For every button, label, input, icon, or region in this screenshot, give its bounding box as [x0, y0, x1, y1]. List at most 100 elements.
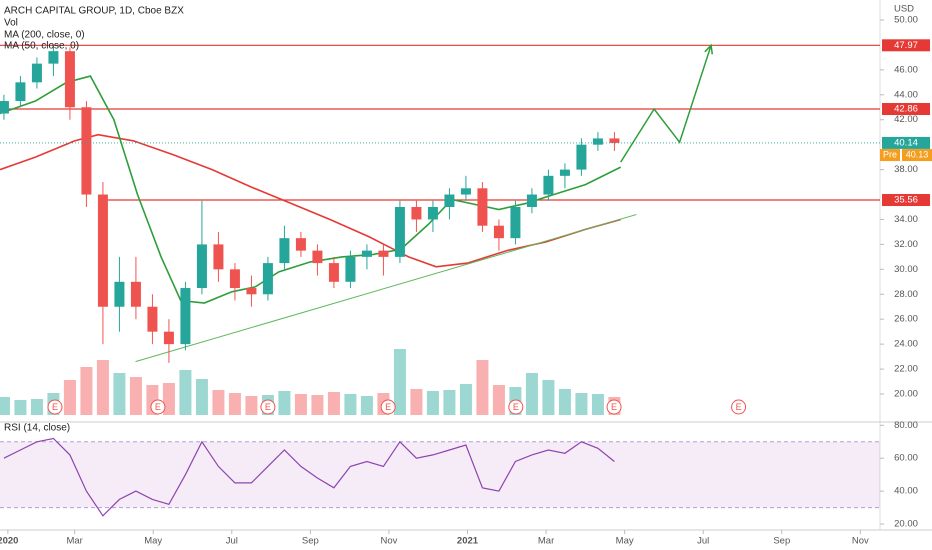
- candle-body: [312, 250, 323, 264]
- rsi-line: [3, 437, 615, 517]
- rsi-tick-label: 80.00: [894, 420, 918, 431]
- candle-body: [262, 263, 273, 295]
- y-tick-label: 26.00: [894, 314, 918, 325]
- volume-legend: Vol: [4, 18, 18, 29]
- rsi-tick-label: 40.00: [894, 486, 918, 497]
- candle-body: [114, 281, 125, 307]
- volume-bar: [0, 397, 10, 415]
- candle-body: [345, 256, 356, 282]
- x-tick-label: 2021: [457, 536, 479, 547]
- candle-body: [526, 194, 537, 207]
- earnings-label: E: [155, 402, 161, 412]
- candle-body: [213, 244, 224, 270]
- y-tick-label: 46.00: [894, 64, 918, 75]
- earnings-label: E: [52, 402, 58, 412]
- candle-body: [229, 269, 240, 289]
- x-tick-label: May: [144, 536, 162, 547]
- x-tick-label: Mar: [538, 536, 554, 547]
- y-tick-label: 38.00: [894, 164, 918, 175]
- rsi-tick-label: 20.00: [894, 519, 918, 530]
- candle-body: [147, 306, 158, 332]
- volume-bar: [492, 385, 505, 415]
- moving-average: [0, 133, 621, 268]
- earnings-label: E: [385, 402, 391, 412]
- premarket-tag: [880, 149, 900, 162]
- candle-body: [510, 207, 521, 239]
- candle-body: [130, 281, 141, 307]
- level-price-label: 42.86: [894, 104, 918, 115]
- candle-body: [31, 63, 42, 83]
- volume-bar: [162, 383, 175, 415]
- volume-bar: [14, 400, 27, 415]
- y-tick-label: 32.00: [894, 239, 918, 250]
- earnings-marker: [731, 399, 747, 415]
- volume-bar: [360, 396, 373, 415]
- y-tick-label: 42.00: [894, 114, 918, 125]
- candle-body: [97, 194, 108, 307]
- volume-bar: [63, 380, 76, 415]
- chart-title: ARCH CAPITAL GROUP, 1D, Cboe BZX: [4, 6, 184, 17]
- earnings-label: E: [611, 402, 617, 412]
- trendline: [135, 214, 637, 363]
- volume-bar: [344, 394, 357, 415]
- volume-bar: [294, 394, 307, 415]
- volume-bar: [228, 393, 241, 415]
- x-tick-label: May: [616, 536, 634, 547]
- candle-body: [295, 238, 306, 251]
- candle-body: [576, 144, 587, 170]
- candle-body: [411, 207, 422, 220]
- volume-bar: [426, 391, 439, 415]
- volume-bar: [30, 399, 43, 415]
- candle-body: [64, 51, 75, 108]
- candle-body: [328, 263, 339, 282]
- ma50-legend: MA (50, close, 0): [4, 41, 79, 52]
- candle-body: [48, 51, 59, 64]
- candle-body: [15, 82, 26, 102]
- volume-bar: [245, 396, 258, 415]
- y-tick-label: 28.00: [894, 289, 918, 300]
- x-tick-label: Mar: [66, 536, 82, 547]
- candle-body: [559, 169, 570, 176]
- level-price-tag: [882, 103, 930, 116]
- candle-body: [0, 101, 9, 114]
- level-price-tag: [882, 39, 930, 52]
- last-price-tag: [882, 136, 930, 149]
- volume-bar: [591, 394, 604, 415]
- y-tick-label: 24.00: [894, 339, 918, 350]
- earnings-marker: [508, 399, 524, 415]
- volume-bar: [96, 360, 109, 415]
- projection-arrowhead: [704, 43, 714, 55]
- volume-bar: [575, 393, 588, 415]
- earnings-marker: [380, 399, 396, 415]
- volume-bar: [525, 373, 538, 415]
- candle-body: [180, 288, 191, 345]
- volume-bar: [113, 373, 126, 415]
- moving-average: [0, 75, 622, 304]
- candle-body: [444, 194, 455, 207]
- volume-bar: [459, 384, 472, 415]
- volume-bar: [476, 360, 489, 415]
- candle-body: [394, 207, 405, 257]
- rsi-legend: RSI (14, close): [4, 423, 70, 434]
- premarket-price: 40.13: [906, 149, 929, 159]
- volume-bar: [179, 370, 192, 415]
- candle-body: [477, 188, 488, 226]
- rsi-band: [0, 441, 880, 508]
- premarket-name: Pre: [883, 149, 897, 159]
- volume-bar: [212, 390, 225, 415]
- earnings-marker: [47, 399, 63, 415]
- volume-bar: [80, 367, 93, 415]
- earnings-label: E: [265, 402, 271, 412]
- y-tick-label: 44.00: [894, 89, 918, 100]
- labels: ARCH CAPITAL GROUP, 1D, Cboe BZX Vol MA …: [4, 4, 914, 434]
- candle-body: [427, 207, 438, 220]
- earnings-label: E: [736, 402, 742, 412]
- earnings-label: E: [513, 402, 519, 412]
- premarket-price-tag: [902, 149, 932, 162]
- candle-body: [378, 250, 389, 257]
- earnings-marker: [260, 399, 276, 415]
- currency-label: USD: [894, 4, 914, 15]
- ma200-legend: MA (200, close, 0): [4, 30, 85, 41]
